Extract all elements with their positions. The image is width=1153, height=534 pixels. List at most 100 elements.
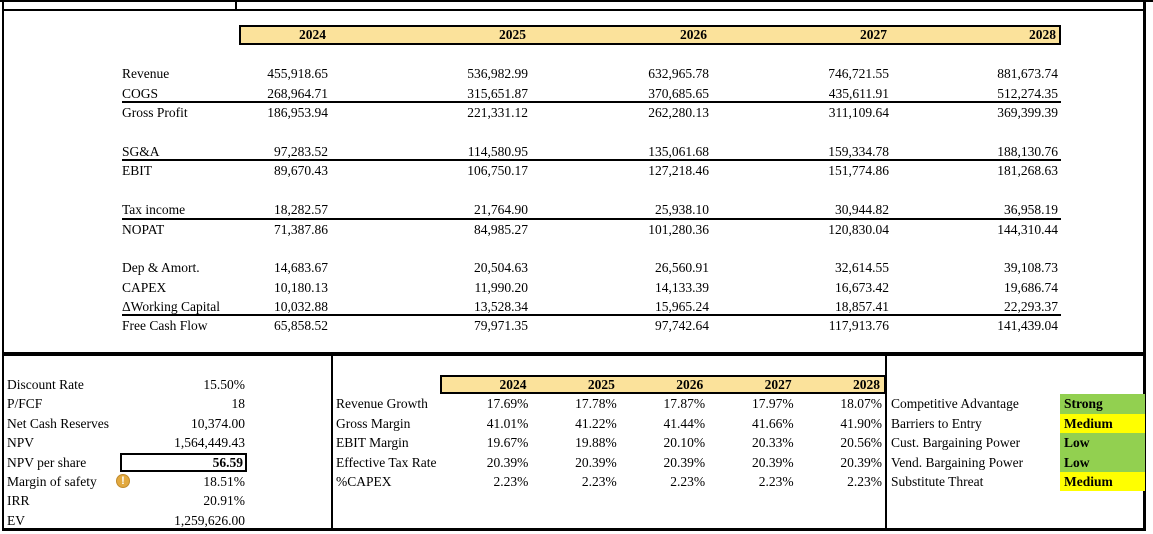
value-cell[interactable]: 20.39% — [663, 454, 706, 470]
value-cell[interactable]: 97,742.64 — [655, 318, 709, 334]
value-cell[interactable]: 18 — [231, 396, 246, 412]
value-cell[interactable]: 15.50% — [203, 377, 245, 392]
value-cell[interactable]: 20,504.63 — [474, 260, 528, 276]
value-cell[interactable]: 39,108.73 — [1004, 260, 1058, 276]
year-header-cell[interactable]: 2027 — [860, 27, 887, 42]
value-cell[interactable]: 14,683.67 — [274, 260, 328, 276]
value-cell[interactable]: 18.51% — [203, 473, 245, 489]
value-cell[interactable]: 18,282.57 — [274, 202, 328, 218]
row-label[interactable]: EV — [7, 512, 25, 528]
row-label[interactable]: Cust. Bargaining Power — [891, 435, 1021, 451]
value-cell[interactable]: 18,857.41 — [835, 299, 889, 315]
rating-cell[interactable]: Low — [1060, 433, 1145, 453]
value-cell[interactable]: 21,764.90 — [474, 202, 528, 218]
value-cell[interactable]: 17.87% — [663, 396, 706, 412]
year-header-cell[interactable]: 2027 — [764, 377, 792, 392]
row-label[interactable]: Vend. Bargaining Power — [891, 454, 1024, 470]
year-header-cell[interactable]: 2028 — [853, 377, 880, 392]
row-label[interactable]: Effective Tax Rate — [336, 454, 437, 470]
value-cell[interactable]: 101,280.36 — [648, 221, 709, 237]
value-cell[interactable]: 455,918.65 — [267, 66, 328, 82]
row-label[interactable]: Net Cash Reserves — [7, 415, 109, 431]
value-cell[interactable]: 120,830.04 — [828, 221, 889, 237]
value-cell[interactable]: 435,611.91 — [828, 85, 889, 101]
row-label[interactable]: Competitive Advantage — [891, 396, 1019, 412]
value-cell[interactable]: 36,958.19 — [1004, 202, 1058, 218]
value-cell[interactable]: 26,560.91 — [655, 260, 709, 276]
value-cell[interactable]: 17.97% — [751, 396, 794, 412]
row-label[interactable]: Discount Rate — [7, 377, 84, 392]
row-label[interactable]: Revenue — [122, 66, 170, 82]
value-cell[interactable]: 144,310.44 — [997, 221, 1058, 237]
value-cell[interactable]: 20.39% — [575, 454, 617, 470]
value-cell[interactable]: 41.44% — [663, 415, 706, 431]
value-cell[interactable]: 19,686.74 — [1004, 279, 1058, 295]
value-cell[interactable]: 84,985.27 — [474, 221, 528, 237]
value-cell[interactable]: 18.07% — [840, 396, 882, 412]
year-header-cell[interactable]: 2024 — [299, 27, 326, 42]
value-cell[interactable]: 221,331.12 — [467, 105, 528, 121]
value-cell[interactable]: 10,374.00 — [191, 415, 245, 431]
value-cell[interactable]: 536,982.99 — [467, 66, 528, 82]
year-header-cell[interactable]: 2028 — [1029, 27, 1056, 42]
value-cell[interactable]: 2.23% — [493, 473, 529, 489]
value-cell[interactable]: 17.78% — [575, 396, 617, 412]
row-label[interactable]: EBIT Margin — [336, 435, 409, 451]
value-cell[interactable]: 106,750.17 — [467, 163, 528, 179]
value-cell[interactable]: 262,280.13 — [648, 105, 709, 121]
year-header-cell[interactable]: 2024 — [499, 377, 527, 392]
year-header-cell[interactable]: 2026 — [680, 27, 707, 42]
value-cell[interactable]: 369,399.39 — [997, 105, 1058, 121]
value-cell[interactable]: 181,268.63 — [997, 163, 1058, 179]
row-label[interactable]: ΔWorking Capital — [122, 299, 220, 315]
value-cell[interactable]: 25,938.10 — [655, 202, 709, 218]
value-cell[interactable]: 135,061.68 — [648, 143, 709, 159]
value-cell[interactable]: 268,964.71 — [267, 85, 328, 101]
warning-icon[interactable]: ! — [116, 474, 130, 489]
value-cell[interactable]: 41.01% — [486, 415, 529, 431]
row-label[interactable]: Revenue Growth — [336, 396, 428, 412]
value-cell[interactable]: 20.39% — [486, 454, 529, 470]
row-label[interactable]: SG&A — [122, 143, 160, 159]
value-cell[interactable]: 16,673.42 — [835, 279, 889, 295]
row-label[interactable]: Free Cash Flow — [122, 318, 208, 334]
rating-cell[interactable]: Medium — [1060, 413, 1145, 434]
row-label[interactable]: COGS — [122, 85, 159, 101]
row-label[interactable]: Barriers to Entry — [891, 415, 982, 431]
npv-per-share-box[interactable]: 56.59 — [120, 452, 247, 472]
row-label[interactable]: NOPAT — [122, 221, 165, 237]
value-cell[interactable]: 13,528.34 — [474, 299, 528, 315]
row-label[interactable]: Gross Margin — [336, 415, 411, 431]
value-cell[interactable]: 19.67% — [486, 435, 529, 451]
value-cell[interactable]: 20.39% — [840, 454, 882, 470]
value-cell[interactable]: 41.66% — [751, 415, 794, 431]
value-cell[interactable]: 30,944.82 — [835, 202, 889, 218]
value-cell[interactable]: 2.23% — [847, 473, 882, 489]
year-header-cell[interactable]: 2026 — [676, 377, 704, 392]
value-cell[interactable]: 22,293.37 — [1004, 299, 1058, 315]
value-cell[interactable]: 512,274.35 — [997, 85, 1058, 101]
value-cell[interactable]: 2.23% — [581, 473, 617, 489]
row-label[interactable]: EBIT — [122, 163, 152, 179]
year-header-cell[interactable]: 2025 — [587, 377, 615, 392]
value-cell[interactable]: 65,858.52 — [274, 318, 328, 334]
value-cell[interactable]: 11,990.20 — [474, 279, 529, 295]
row-label[interactable]: Gross Profit — [122, 105, 188, 121]
value-cell[interactable]: 1,564,449.43 — [174, 435, 245, 451]
value-cell[interactable]: 14,133.39 — [655, 279, 709, 295]
value-cell[interactable]: 79,971.35 — [474, 318, 528, 334]
value-cell[interactable]: 632,965.78 — [648, 66, 709, 82]
rating-cell[interactable]: Strong — [1060, 394, 1145, 414]
value-cell[interactable]: 114,580.95 — [467, 143, 528, 159]
value-cell[interactable]: 41.90% — [840, 415, 882, 431]
value-cell[interactable]: 141,439.04 — [997, 318, 1058, 334]
row-label[interactable]: NPV — [7, 435, 35, 451]
value-cell[interactable]: 20.33% — [751, 435, 794, 451]
value-cell[interactable]: 20.56% — [840, 435, 882, 451]
value-cell[interactable]: 315,651.87 — [467, 85, 528, 101]
value-cell[interactable]: 10,032.88 — [274, 299, 328, 315]
value-cell[interactable]: 188,130.76 — [997, 143, 1058, 159]
value-cell[interactable]: 41.22% — [575, 415, 617, 431]
value-cell[interactable]: 15,965.24 — [655, 299, 709, 315]
year-header-cell[interactable]: 2025 — [499, 27, 526, 42]
